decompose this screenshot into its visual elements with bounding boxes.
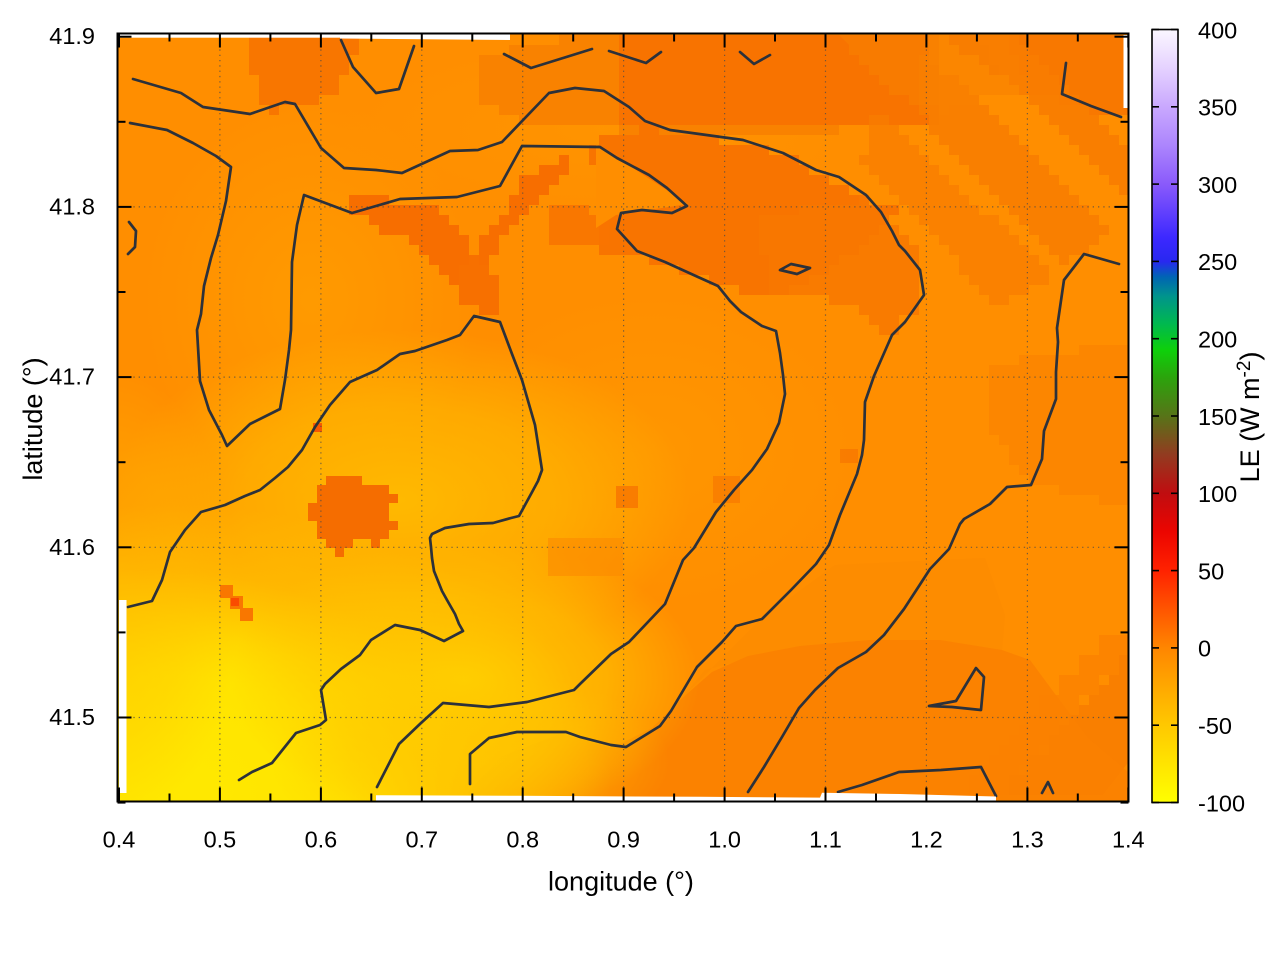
svg-text:1.2: 1.2	[910, 827, 943, 853]
svg-text:100: 100	[1198, 481, 1237, 507]
svg-text:1.0: 1.0	[708, 827, 741, 853]
svg-text:0.5: 0.5	[204, 827, 237, 853]
svg-text:1.3: 1.3	[1011, 827, 1044, 853]
svg-text:250: 250	[1198, 249, 1237, 275]
svg-text:1.4: 1.4	[1112, 827, 1145, 853]
svg-text:41.5: 41.5	[49, 704, 95, 730]
svg-text:0.4: 0.4	[103, 827, 136, 853]
svg-text:0: 0	[1198, 636, 1211, 662]
svg-text:41.7: 41.7	[49, 364, 95, 390]
svg-text:latitude (°): latitude (°)	[18, 357, 48, 480]
svg-text:0.9: 0.9	[607, 827, 640, 853]
svg-text:41.6: 41.6	[49, 534, 95, 560]
svg-text:300: 300	[1198, 172, 1237, 198]
svg-text:0.7: 0.7	[405, 827, 438, 853]
svg-text:0.8: 0.8	[506, 827, 539, 853]
svg-text:400: 400	[1198, 17, 1237, 43]
svg-text:-50: -50	[1198, 713, 1232, 739]
svg-text:41.9: 41.9	[49, 23, 95, 49]
svg-text:41.8: 41.8	[49, 193, 95, 219]
svg-text:1.1: 1.1	[809, 827, 842, 853]
svg-text:350: 350	[1198, 95, 1237, 121]
svg-text:200: 200	[1198, 327, 1237, 353]
svg-text:-100: -100	[1198, 790, 1245, 816]
svg-text:0.6: 0.6	[305, 827, 338, 853]
svg-text:50: 50	[1198, 558, 1224, 584]
svg-text:150: 150	[1198, 404, 1237, 430]
svg-text:longitude (°): longitude (°)	[548, 867, 694, 897]
